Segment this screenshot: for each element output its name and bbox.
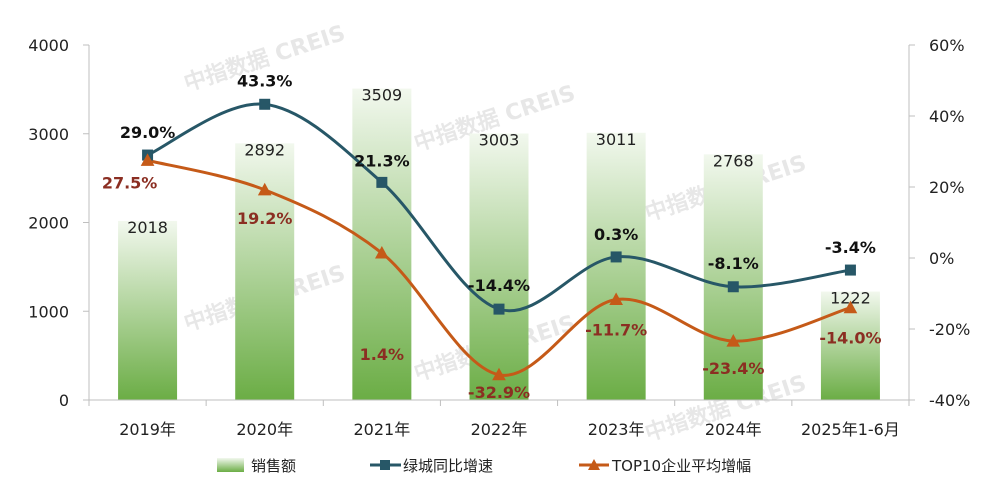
right-tick-label-1: -20%: [929, 320, 970, 339]
green-label-2: 21.3%: [354, 151, 410, 170]
orange-label-2: 1.4%: [360, 345, 404, 364]
legend-green-label: 绿城同比增速: [403, 457, 493, 475]
green-marker-1: [259, 98, 271, 110]
x-tick-label-4: 2023年: [588, 420, 645, 439]
green-label-1: 43.3%: [237, 71, 293, 90]
green-label-0: 29.0%: [120, 123, 176, 142]
axes: 0 1000 2000 3000 4000 -40% -20% 0% 20% 40% 60% 2019…: [28, 36, 970, 439]
data-labels: 2018 2892 3509 3003 3011 2768 1222 29.0% 43.3% 21…: [102, 71, 882, 402]
left-tick-label-3: 3000: [28, 125, 69, 144]
orange-marker-0: [140, 153, 155, 166]
bar-label-3: 3003: [479, 130, 520, 149]
orange-marker-6: [843, 300, 858, 314]
green-marker-4: [610, 251, 622, 263]
left-tick-label-1: 1000: [28, 302, 69, 321]
orange-label-3: -32.9%: [468, 383, 530, 402]
orange-marker-5: [726, 334, 741, 347]
bar-5: [703, 154, 763, 400]
x-tick-label-2: 2021年: [353, 420, 410, 439]
orange-label-0: 27.5%: [102, 173, 158, 192]
left-tick-label-0: 0: [59, 391, 69, 410]
orange-label-1: 19.2%: [237, 209, 293, 228]
line-series: [140, 98, 858, 381]
bar-2: [352, 88, 412, 401]
legend-orange-marker: [588, 459, 600, 470]
green-marker-3: [493, 303, 505, 315]
orange-label-4: -11.7%: [585, 321, 647, 340]
bar-4: [586, 132, 646, 400]
right-tick-label-3: 20%: [929, 178, 965, 197]
bar-label-2: 3509: [361, 86, 402, 105]
left-tick-label-2: 2000: [28, 214, 69, 233]
x-tick-label-1: 2020年: [236, 420, 293, 439]
orange-marker-3: [492, 367, 506, 381]
right-tick-label-2: 0%: [929, 249, 954, 268]
right-tick-label-0: -40%: [929, 391, 970, 410]
green-label-5: -8.1%: [708, 254, 759, 273]
legend: 销售额 绿城同比增速 TOP10企业平均增幅: [217, 457, 751, 475]
legend-bar-swatch: [217, 458, 244, 472]
bar-label-6: 1222: [830, 289, 871, 308]
legend-bar-label: 销售额: [251, 457, 296, 475]
right-tick-label-4: 40%: [929, 107, 965, 126]
bar-label-0: 2018: [127, 218, 168, 237]
green-marker-5: [727, 281, 739, 293]
orange-label-5: -23.4%: [702, 359, 764, 378]
green-marker-6: [844, 264, 856, 276]
legend-green-marker: [380, 460, 390, 470]
bar-label-4: 3011: [596, 130, 637, 149]
green-marker-2: [376, 176, 388, 188]
green-label-6: -3.4%: [825, 238, 876, 257]
bar-label-5: 2768: [713, 151, 754, 170]
green-label-4: 0.3%: [594, 225, 638, 244]
x-tick-label-0: 2019年: [119, 420, 176, 439]
x-tick-label-5: 2024年: [705, 420, 762, 439]
bar-0: [118, 220, 178, 400]
right-tick-label-5: 60%: [929, 36, 965, 55]
bar-series: [118, 88, 880, 401]
x-tick-label-6: 2025年1-6月: [801, 420, 900, 439]
green-label-3: -14.4%: [468, 276, 530, 295]
left-tick-label-4: 4000: [28, 36, 69, 55]
bar-label-1: 2892: [244, 140, 285, 159]
bar-3: [469, 133, 529, 400]
orange-label-6: -14.0%: [819, 329, 881, 348]
legend-orange-label: TOP10企业平均增幅: [611, 457, 751, 475]
orange-marker-2: [375, 245, 389, 259]
x-tick-label-3: 2022年: [471, 420, 528, 439]
orange-marker-1: [257, 182, 272, 196]
orange-marker-4: [609, 292, 623, 306]
